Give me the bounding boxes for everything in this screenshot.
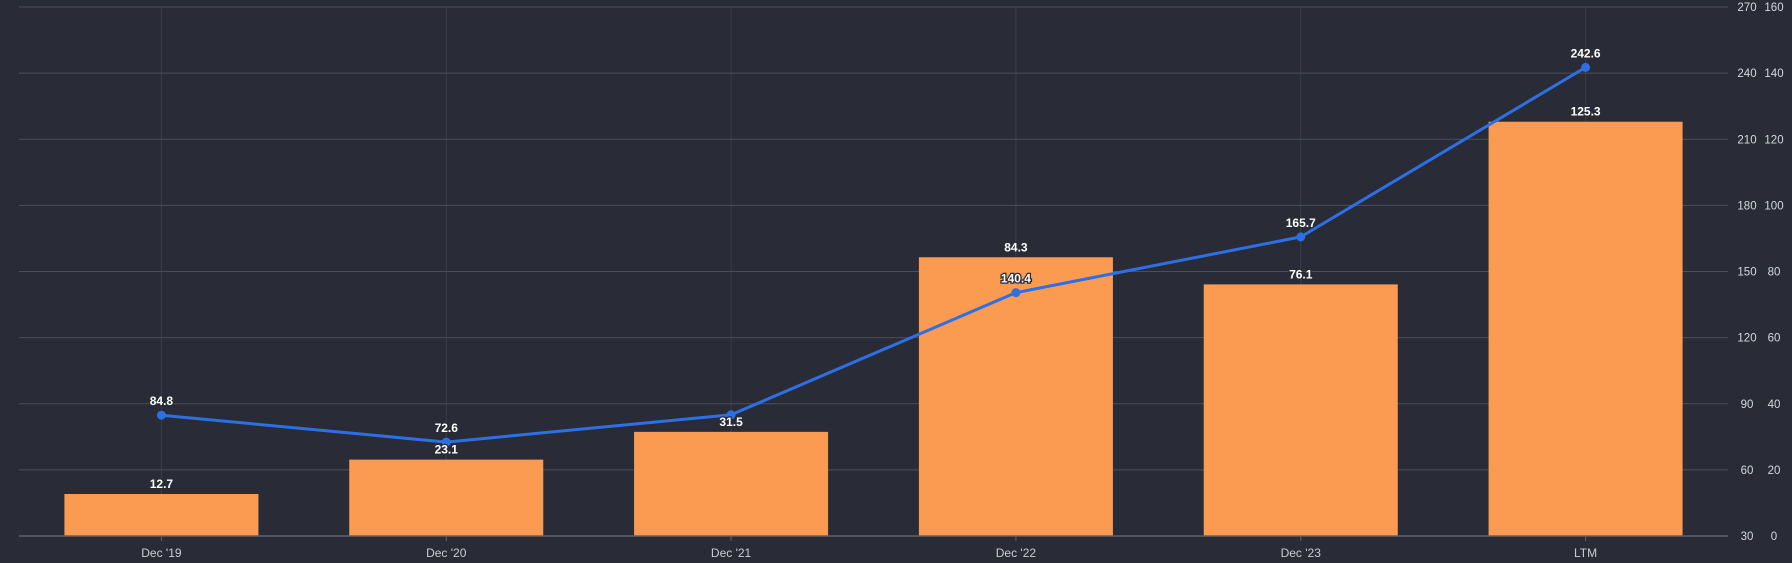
bar-axis-tick-label: 60 <box>1768 333 1781 345</box>
bar-data-label: 84.3 <box>1004 240 1028 254</box>
line-data-label: 165.7 <box>1286 216 1316 230</box>
x-axis-label: Dec '19 <box>141 546 182 560</box>
bar-data-label: 23.1 <box>435 443 459 457</box>
x-axis-label: LTM <box>1574 546 1597 560</box>
bar-data-label: 12.7 <box>150 477 174 491</box>
bar-dec-19[interactable] <box>64 494 259 536</box>
line-point-ltm[interactable] <box>1581 62 1591 72</box>
line-point-dec-23[interactable] <box>1296 232 1306 242</box>
line-point-dec-22[interactable] <box>1011 288 1021 298</box>
bar-axis-tick-label: 120 <box>1764 134 1783 146</box>
line-axis-tick-label: 210 <box>1737 134 1756 146</box>
line-point-dec-19[interactable] <box>156 410 166 420</box>
bar-axis-tick-label: 20 <box>1768 465 1781 477</box>
line-axis-tick-label: 180 <box>1737 200 1756 212</box>
bar-ltm[interactable] <box>1488 121 1683 537</box>
line-series-path <box>159 65 1588 444</box>
line-data-label: 140.4 <box>1001 272 1031 286</box>
bar-dec-22[interactable] <box>918 257 1113 536</box>
bar-axis-tick-label: 40 <box>1768 399 1781 411</box>
line-axis-tick-label: 90 <box>1741 399 1754 411</box>
line-axis-tick-label: 120 <box>1737 333 1756 345</box>
x-axis-label: Dec '23 <box>1281 546 1322 560</box>
line-data-label: 84.8 <box>150 394 174 408</box>
x-axis-label: Dec '22 <box>996 546 1037 560</box>
bar-data-label: 31.5 <box>719 415 743 429</box>
line-point-dec-20[interactable] <box>441 437 451 447</box>
bar-axis-tick-label: 140 <box>1764 68 1783 80</box>
x-axis-label: Dec '21 <box>711 546 752 560</box>
bar-data-label: 76.1 <box>1289 267 1313 281</box>
bar-axis-tick-label: 160 <box>1764 2 1783 14</box>
line-point-dec-21[interactable] <box>726 410 736 420</box>
line-axis-tick-label: 150 <box>1737 267 1756 279</box>
bar-dec-23[interactable] <box>1203 284 1398 536</box>
bar-dec-20[interactable] <box>349 459 544 536</box>
x-axis-label: Dec '20 <box>426 546 467 560</box>
line-axis-tick-label: 60 <box>1741 465 1754 477</box>
line-data-label: 72.6 <box>435 421 459 435</box>
bar-axis-tick-label: 0 <box>1771 531 1777 543</box>
bar-axis-tick-label: 80 <box>1768 267 1781 279</box>
bar-dec-21[interactable] <box>634 431 829 536</box>
bar-data-label: 125.3 <box>1571 105 1601 119</box>
line-axis-tick-label: 270 <box>1737 2 1756 14</box>
line-data-label: 242.6 <box>1571 46 1601 60</box>
line-axis-tick-label: 30 <box>1741 531 1754 543</box>
bar-axis-tick-label: 100 <box>1764 200 1783 212</box>
line-axis-tick-label: 240 <box>1737 68 1756 80</box>
